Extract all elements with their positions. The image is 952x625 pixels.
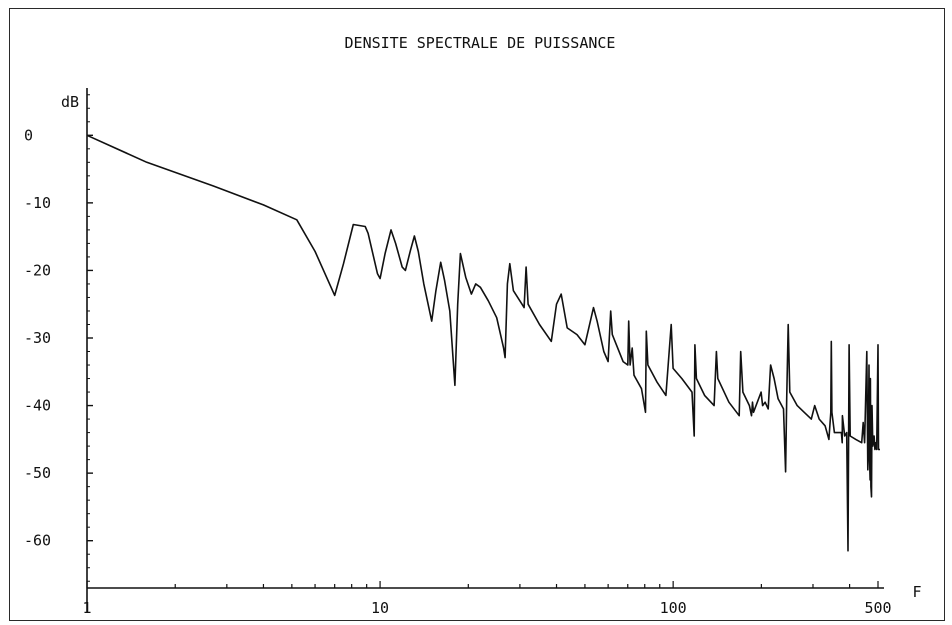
y-tick-label: -50 xyxy=(24,464,51,482)
x-tick-label: 500 xyxy=(864,599,891,617)
y-tick-label: -10 xyxy=(24,194,51,212)
x-tick-label: 10 xyxy=(371,599,389,617)
y-tick-label: -60 xyxy=(24,532,51,550)
y-tick-label: -40 xyxy=(24,397,51,415)
x-tick-label: 100 xyxy=(660,599,687,617)
y-tick-label: -20 xyxy=(24,261,51,279)
series-line xyxy=(86,134,880,552)
plot-frame xyxy=(9,8,945,621)
x-tick-label: 1 xyxy=(82,599,91,617)
chart-title: DENSITE SPECTRALE DE PUISSANCE xyxy=(345,34,616,52)
y-tick-label: 0 xyxy=(24,126,33,144)
y-axis-label: dB xyxy=(61,93,79,111)
x-axis-label: F xyxy=(912,583,921,601)
y-tick-label: -30 xyxy=(24,329,51,347)
